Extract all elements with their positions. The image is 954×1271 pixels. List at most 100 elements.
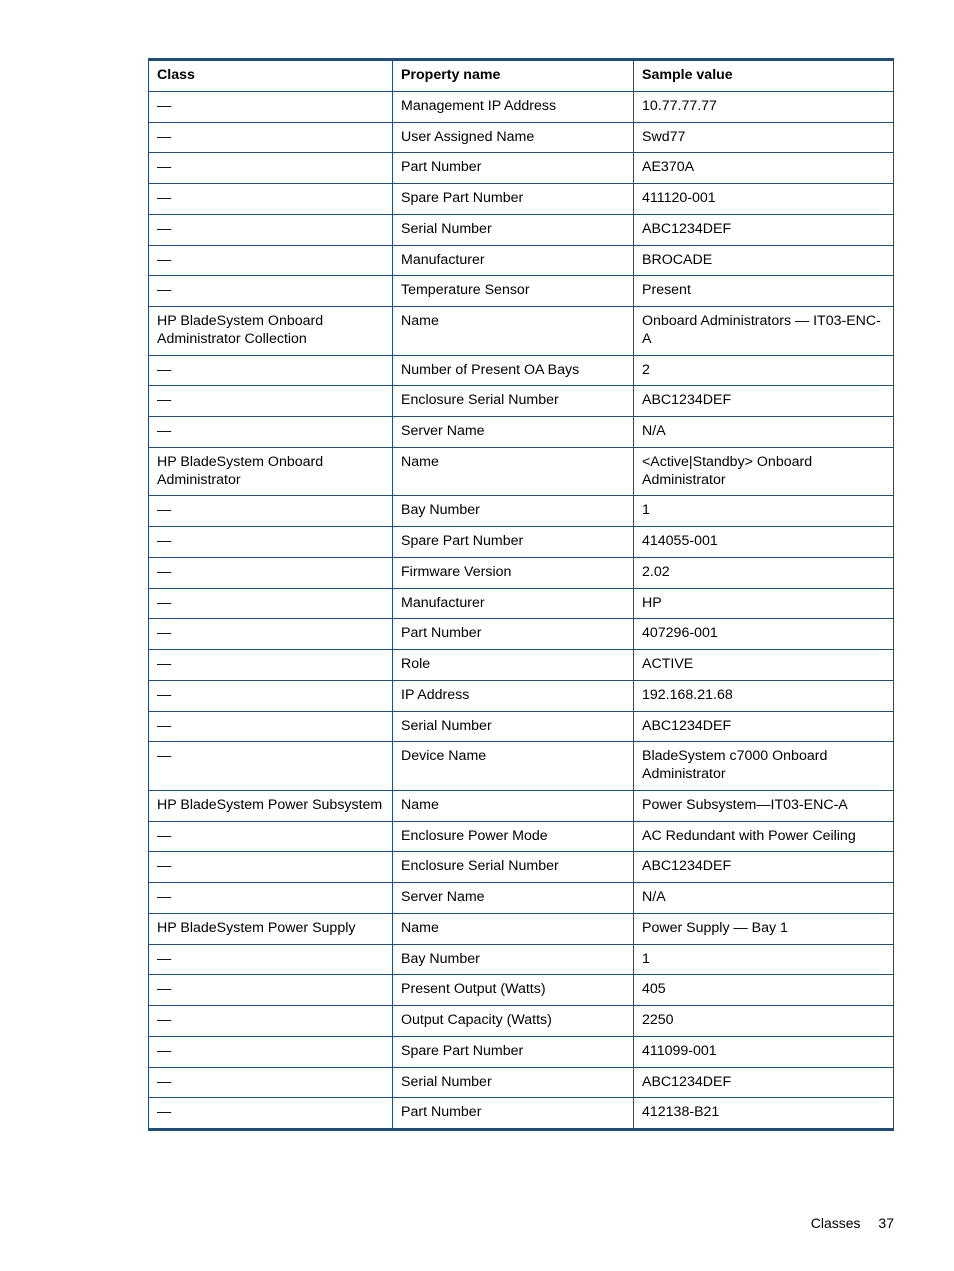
- table-row: —Bay Number1: [149, 496, 894, 527]
- cell-value: BROCADE: [634, 245, 894, 276]
- table-row: —RoleACTIVE: [149, 650, 894, 681]
- cell-value: ACTIVE: [634, 650, 894, 681]
- cell-property: IP Address: [393, 680, 634, 711]
- table-row: —Part Number412138-B21: [149, 1098, 894, 1130]
- cell-class: HP BladeSystem Power Subsystem: [149, 790, 393, 821]
- cell-value: <Active|Standby> Onboard Administrator: [634, 447, 894, 496]
- cell-value: 1: [634, 944, 894, 975]
- cell-property: Manufacturer: [393, 245, 634, 276]
- cell-property: Spare Part Number: [393, 1036, 634, 1067]
- cell-class: —: [149, 588, 393, 619]
- table-row: HP BladeSystem Onboard Administrator Col…: [149, 307, 894, 356]
- table-row: —Spare Part Number411120-001: [149, 184, 894, 215]
- cell-property: Part Number: [393, 1098, 634, 1130]
- table-row: —Serial NumberABC1234DEF: [149, 711, 894, 742]
- cell-class: —: [149, 417, 393, 448]
- cell-property: Role: [393, 650, 634, 681]
- cell-class: HP BladeSystem Power Supply: [149, 913, 393, 944]
- table-row: —Firmware Version2.02: [149, 557, 894, 588]
- cell-property: Name: [393, 307, 634, 356]
- cell-property: Bay Number: [393, 944, 634, 975]
- table-row: —User Assigned NameSwd77: [149, 122, 894, 153]
- cell-class: —: [149, 153, 393, 184]
- cell-class: —: [149, 975, 393, 1006]
- cell-class: HP BladeSystem Onboard Administrator: [149, 447, 393, 496]
- properties-table: Class Property name Sample value —Manage…: [148, 58, 894, 1131]
- footer-page-number: 37: [878, 1215, 894, 1231]
- cell-class: —: [149, 1067, 393, 1098]
- cell-value: 407296-001: [634, 619, 894, 650]
- table-row: —Bay Number1: [149, 944, 894, 975]
- cell-value: HP: [634, 588, 894, 619]
- cell-property: Present Output (Watts): [393, 975, 634, 1006]
- cell-class: —: [149, 711, 393, 742]
- cell-value: 411099-001: [634, 1036, 894, 1067]
- cell-property: Spare Part Number: [393, 527, 634, 558]
- cell-class: —: [149, 214, 393, 245]
- cell-property: Part Number: [393, 153, 634, 184]
- cell-class: —: [149, 619, 393, 650]
- table-row: —Part Number407296-001: [149, 619, 894, 650]
- table-row: —Serial NumberABC1234DEF: [149, 214, 894, 245]
- cell-property: Manufacturer: [393, 588, 634, 619]
- page-footer: Classes 37: [811, 1215, 894, 1231]
- cell-class: —: [149, 557, 393, 588]
- cell-value: ABC1234DEF: [634, 1067, 894, 1098]
- table-row: HP BladeSystem Power SubsystemNamePower …: [149, 790, 894, 821]
- table-row: —ManufacturerBROCADE: [149, 245, 894, 276]
- cell-property: Name: [393, 447, 634, 496]
- table-body: —Management IP Address10.77.77.77—User A…: [149, 91, 894, 1129]
- cell-class: —: [149, 91, 393, 122]
- table-row: —Server NameN/A: [149, 417, 894, 448]
- cell-class: —: [149, 1006, 393, 1037]
- cell-value: 405: [634, 975, 894, 1006]
- cell-value: N/A: [634, 417, 894, 448]
- cell-property: Enclosure Serial Number: [393, 852, 634, 883]
- document-page: Class Property name Sample value —Manage…: [0, 0, 954, 1271]
- cell-value: 414055-001: [634, 527, 894, 558]
- cell-class: —: [149, 944, 393, 975]
- table-row: —Device NameBladeSystem c7000 Onboard Ad…: [149, 742, 894, 791]
- cell-property: Output Capacity (Watts): [393, 1006, 634, 1037]
- table-row: —Spare Part Number411099-001: [149, 1036, 894, 1067]
- cell-value: ABC1234DEF: [634, 386, 894, 417]
- footer-section: Classes: [811, 1215, 861, 1231]
- col-header-class: Class: [149, 60, 393, 92]
- table-row: HP BladeSystem Onboard AdministratorName…: [149, 447, 894, 496]
- cell-class: —: [149, 496, 393, 527]
- cell-property: User Assigned Name: [393, 122, 634, 153]
- cell-class: —: [149, 1036, 393, 1067]
- cell-property: Server Name: [393, 417, 634, 448]
- cell-property: Part Number: [393, 619, 634, 650]
- table-row: —Enclosure Power ModeAC Redundant with P…: [149, 821, 894, 852]
- cell-class: —: [149, 852, 393, 883]
- table-row: —IP Address192.168.21.68: [149, 680, 894, 711]
- cell-class: HP BladeSystem Onboard Administrator Col…: [149, 307, 393, 356]
- cell-class: —: [149, 883, 393, 914]
- cell-class: —: [149, 527, 393, 558]
- cell-property: Serial Number: [393, 1067, 634, 1098]
- cell-class: —: [149, 1098, 393, 1130]
- cell-property: Serial Number: [393, 711, 634, 742]
- table-row: HP BladeSystem Power SupplyNamePower Sup…: [149, 913, 894, 944]
- cell-property: Spare Part Number: [393, 184, 634, 215]
- cell-value: AE370A: [634, 153, 894, 184]
- cell-value: 411120-001: [634, 184, 894, 215]
- table-row: —Output Capacity (Watts)2250: [149, 1006, 894, 1037]
- cell-property: Serial Number: [393, 214, 634, 245]
- cell-class: —: [149, 680, 393, 711]
- cell-value: 192.168.21.68: [634, 680, 894, 711]
- cell-property: Temperature Sensor: [393, 276, 634, 307]
- cell-value: AC Redundant with Power Ceiling: [634, 821, 894, 852]
- table-row: —Enclosure Serial NumberABC1234DEF: [149, 386, 894, 417]
- cell-property: Name: [393, 790, 634, 821]
- cell-value: ABC1234DEF: [634, 711, 894, 742]
- cell-class: —: [149, 742, 393, 791]
- cell-value: 2.02: [634, 557, 894, 588]
- cell-value: Power Subsystem—IT03-ENC-A: [634, 790, 894, 821]
- cell-class: —: [149, 245, 393, 276]
- col-header-property: Property name: [393, 60, 634, 92]
- cell-class: —: [149, 386, 393, 417]
- table-row: —Number of Present OA Bays2: [149, 355, 894, 386]
- cell-property: Server Name: [393, 883, 634, 914]
